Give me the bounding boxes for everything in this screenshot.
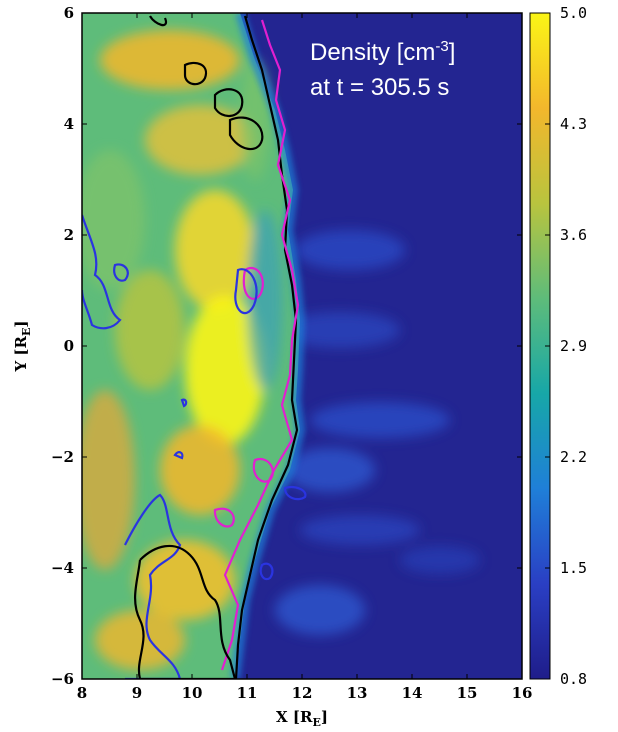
y-tick-label: −2 bbox=[51, 448, 74, 466]
x-tick-label: 11 bbox=[237, 684, 258, 702]
y-tick-label: 4 bbox=[64, 115, 74, 133]
x-axis-title-main: X [R bbox=[276, 708, 313, 726]
blue-contour-lower-right bbox=[283, 486, 307, 501]
colorbar-tick-label: 4.3 bbox=[560, 115, 587, 133]
blue-contour-mid-2 bbox=[173, 451, 184, 460]
blue-contour-lower-mid bbox=[259, 562, 274, 581]
blue-contour-left-small bbox=[113, 263, 129, 282]
y-tick-label: −4 bbox=[51, 559, 74, 577]
density-annotation-line1: Density [cm-3] bbox=[310, 38, 455, 66]
x-tick-label: 12 bbox=[292, 684, 313, 702]
black-contour-island-1 bbox=[213, 88, 244, 117]
colorbar-tick-label: 0.8 bbox=[560, 670, 587, 688]
magenta-contour-lower-1 bbox=[213, 507, 235, 528]
annotation-line1-suffix: ] bbox=[449, 39, 456, 66]
x-tick-label: 10 bbox=[182, 684, 203, 702]
blue-contour-mid bbox=[180, 398, 188, 408]
x-axis-title: X [RE] bbox=[276, 708, 328, 729]
x-tick-label: 14 bbox=[402, 684, 423, 702]
contour-lines bbox=[82, 15, 307, 679]
magenta-contour-lower-2 bbox=[252, 457, 274, 483]
annotation-line1-sup: -3 bbox=[435, 38, 448, 55]
black-contour-bottom-cluster bbox=[134, 544, 237, 679]
colorbar-tick-label: 3.6 bbox=[560, 226, 587, 244]
colorbar-tick-label: 1.5 bbox=[560, 559, 587, 577]
y-tick-label: −6 bbox=[51, 670, 74, 688]
black-contour-island-2 bbox=[183, 61, 208, 86]
low-density-streaks bbox=[275, 230, 480, 635]
x-tick-label: 16 bbox=[512, 684, 533, 702]
density-annotation-line2: at t = 305.5 s bbox=[310, 74, 449, 101]
blue-contour-bottom-left bbox=[124, 493, 182, 679]
y-tick-label: 6 bbox=[64, 4, 74, 22]
y-axis: 6 4 2 0 −2 −4 −6 bbox=[51, 4, 522, 688]
magenta-contour-island-1 bbox=[242, 267, 264, 300]
x-axis: 8 9 10 11 12 13 14 15 16 bbox=[77, 13, 533, 702]
y-tick-label: 0 bbox=[64, 337, 74, 355]
colorbar-tick-label: 2.2 bbox=[560, 448, 587, 466]
heatmap-plot-area bbox=[82, 13, 522, 679]
blue-contour-left bbox=[82, 214, 122, 330]
colorbar-tick-label: 5.0 bbox=[560, 4, 587, 22]
x-tick-label: 13 bbox=[347, 684, 368, 702]
annotation-line1-prefix: Density [cm bbox=[310, 39, 435, 66]
y-tick-label: 2 bbox=[64, 226, 74, 244]
colorbar: 5.0 4.3 3.6 2.9 2.2 1.5 0.8 bbox=[529, 4, 587, 688]
high-density-texture bbox=[82, 30, 283, 670]
y-axis-title-main: Y [R bbox=[12, 335, 30, 372]
x-tick-label: 8 bbox=[77, 684, 87, 702]
black-contour-island-3 bbox=[228, 116, 264, 151]
x-axis-title-sub: E bbox=[312, 716, 320, 729]
black-contour-boundary bbox=[234, 15, 299, 679]
y-axis-title: Y [RE] bbox=[12, 321, 33, 373]
y-axis-title-close: ] bbox=[12, 321, 30, 328]
x-axis-title-close: ] bbox=[321, 708, 328, 726]
blue-contour-island-1 bbox=[234, 268, 258, 315]
x-tick-label: 9 bbox=[132, 684, 142, 702]
x-tick-label: 15 bbox=[457, 684, 478, 702]
magenta-contour-boundary bbox=[220, 19, 300, 671]
black-contour-island-4 bbox=[149, 15, 168, 27]
y-axis-title-sub: E bbox=[20, 328, 33, 336]
colorbar-tick-label: 2.9 bbox=[560, 337, 587, 355]
density-boundary-gradient bbox=[230, 13, 306, 679]
